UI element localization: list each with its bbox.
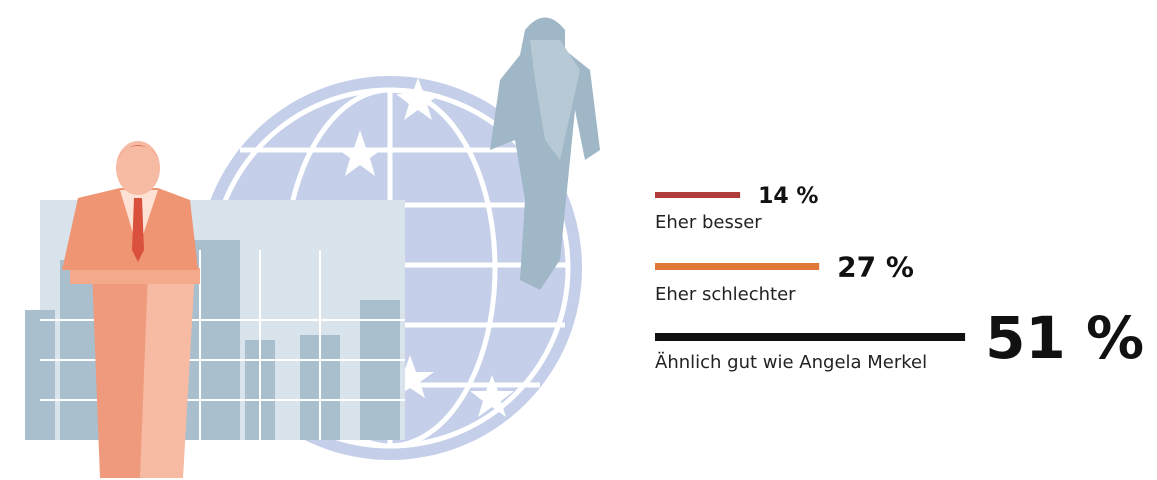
value-label: 27 % — [837, 251, 914, 284]
category-label: Eher besser — [655, 212, 762, 233]
value-label: 14 % — [758, 184, 818, 209]
bar — [655, 333, 965, 341]
category-label: Eher schlechter — [655, 284, 796, 305]
infographic: 14 % Eher besser 27 % Eher schlechter 51 % Äh… — [0, 0, 1157, 480]
bar — [655, 192, 740, 198]
illustration — [25, 18, 600, 479]
value-label: 51 % — [985, 304, 1144, 372]
bar — [655, 263, 819, 270]
category-label: Ähnlich gut wie Angela Merkel — [655, 352, 927, 373]
